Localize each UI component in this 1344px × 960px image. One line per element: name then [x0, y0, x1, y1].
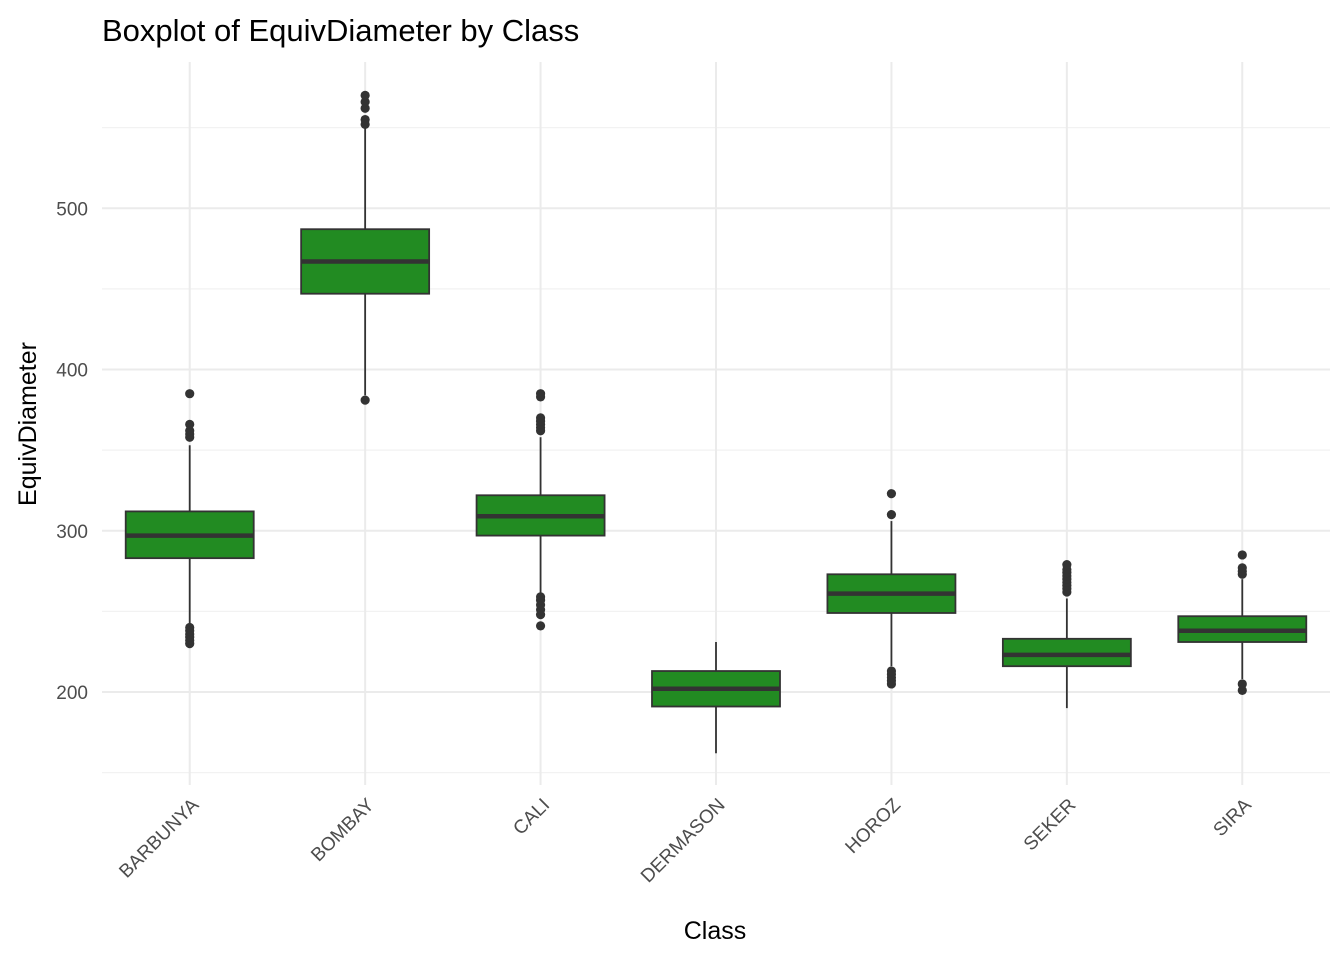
box-dermason — [651, 642, 781, 754]
x-axis-ticks: BARBUNYA BOMBAY CALI DERMASON HOROZ SEKER SIRA — [115, 794, 1256, 887]
x-tick-label: CALI — [509, 795, 554, 840]
box-barbunya — [124, 389, 255, 649]
iqr-box — [1001, 637, 1132, 668]
y-tick-label: 400 — [56, 361, 88, 382]
outlier-point — [360, 103, 370, 113]
chart-title: Boxplot of EquivDiameter by Class — [102, 13, 579, 48]
box-horoz — [826, 489, 957, 689]
y-axis-ticks: 200 300 400 500 — [56, 199, 88, 704]
y-axis-title: EquivDiameter — [14, 342, 42, 506]
x-tick-label: SEKER — [1020, 795, 1080, 855]
outlier-point — [535, 389, 546, 399]
box-sira — [1177, 550, 1308, 695]
outlier-point — [1237, 563, 1247, 573]
outlier-point — [185, 426, 195, 436]
outlier-point — [886, 666, 897, 676]
outlier-point — [1062, 560, 1072, 570]
outlier-point — [535, 413, 546, 423]
outlier-point — [1237, 685, 1247, 695]
box-bombay — [300, 90, 431, 405]
x-axis-title: Class — [684, 917, 747, 945]
outlier-point — [360, 395, 370, 405]
outlier-point — [185, 622, 195, 633]
outlier-point — [1237, 550, 1247, 560]
outlier-point — [185, 419, 195, 429]
y-tick-label: 200 — [56, 683, 88, 704]
outlier-point — [360, 114, 370, 125]
x-tick-label: BARBUNYA — [115, 794, 203, 882]
outlier-point — [535, 592, 546, 602]
x-tick-label: SIRA — [1210, 794, 1256, 840]
y-tick-label: 500 — [56, 199, 88, 220]
y-tick-label: 300 — [56, 522, 88, 543]
box-cali — [475, 389, 606, 631]
outlier-point — [886, 489, 897, 499]
outlier-point — [886, 510, 897, 520]
outlier-point — [535, 621, 546, 631]
outlier-point — [360, 97, 370, 107]
outlier-point — [185, 389, 195, 399]
box-series — [124, 90, 1308, 754]
x-tick-label: HOROZ — [842, 794, 906, 858]
outlier-point — [1237, 679, 1247, 689]
outlier-point — [360, 90, 370, 100]
x-tick-label: BOMBAY — [307, 794, 379, 866]
x-tick-label: DERMASON — [637, 795, 729, 887]
box-seker — [1001, 560, 1132, 709]
